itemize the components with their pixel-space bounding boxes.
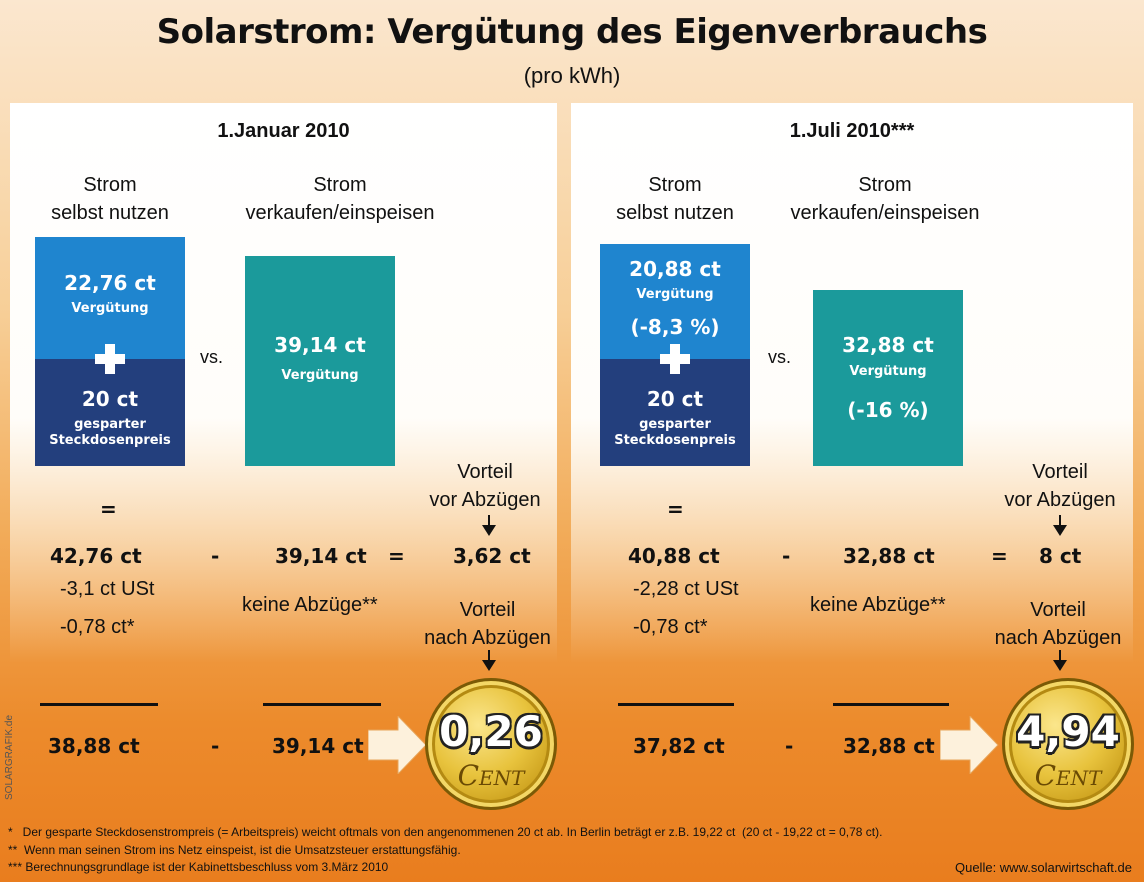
page-subtitle: (pro kWh): [523, 63, 621, 88]
net-sell: 39,14 ct: [272, 734, 364, 758]
no-deduction: keine Abzüge**: [242, 594, 378, 616]
divider: [618, 703, 734, 706]
footnote-3: *** Berechnungsgrundlage ist der Kabinet…: [8, 860, 389, 874]
sell-value: 39,14 ct: [275, 544, 367, 568]
versus-label: vs.: [200, 347, 224, 367]
saved-price-label: gesparter: [639, 417, 711, 432]
equals-sign: =: [388, 544, 405, 568]
self-use-box: 20,88 ct Vergütung (-8,3 %): [600, 244, 750, 359]
column-head-line: Strom: [83, 174, 137, 196]
minus-sign: -: [211, 734, 220, 758]
column-head-self: Strom selbst nutzen: [15, 171, 205, 227]
advantage-after-label: Vorteil nach Abzügen: [972, 596, 1144, 652]
deduction-saved: -0,78 ct*: [633, 616, 708, 638]
self-use-amount: 20,88 ct: [629, 257, 721, 281]
deduction-vat: -3,1 ct USt: [60, 578, 155, 600]
panel-date: 1.Januar 2010: [217, 120, 350, 142]
sell-value: 32,88 ct: [843, 544, 935, 568]
source-credit: Quelle: www.solarwirtschaft.de: [954, 860, 1132, 875]
column-head-line: Strom: [648, 174, 702, 196]
column-head-self: Strom selbst nutzen: [580, 171, 770, 227]
saved-price-amount: 20 ct: [646, 387, 704, 411]
saved-price-label: Steckdosenpreis: [614, 433, 736, 448]
minus-sign: -: [211, 544, 220, 568]
sell-box: 39,14 ct Vergütung: [245, 256, 395, 466]
column-head-line: Strom: [858, 174, 912, 196]
result-arrow-icon: [368, 716, 427, 774]
self-use-box: 22,76 ct Vergütung: [35, 237, 185, 359]
divider: [40, 703, 158, 706]
footnote-1: * Der gesparte Steckdosenstrompreis (= A…: [8, 825, 883, 839]
divider: [263, 703, 381, 706]
saved-price-label: gesparter: [74, 417, 146, 432]
sell-change: (-16 %): [847, 398, 929, 422]
sell-amount: 32,88 ct: [842, 333, 934, 357]
column-head-line: selbst nutzen: [616, 202, 734, 224]
self-use-change: (-8,3 %): [630, 315, 720, 339]
self-use-label: Vergütung: [71, 301, 149, 316]
plus-icon: [95, 344, 125, 374]
label-line: Vorteil: [1030, 599, 1086, 621]
equals-sign: =: [991, 544, 1008, 568]
column-head-line: selbst nutzen: [51, 202, 169, 224]
label-line: nach Abzügen: [994, 627, 1122, 649]
saved-price-box: 20 ct gesparter Steckdosenpreis: [35, 359, 185, 466]
total-self: 42,76 ct: [50, 544, 142, 568]
deduction-vat: -2,28 ct USt: [633, 578, 739, 600]
advantage-before: 8 ct: [1039, 544, 1082, 568]
net-self: 38,88 ct: [48, 734, 140, 758]
minus-sign: -: [782, 544, 791, 568]
column-head-sell: Strom verkaufen/einspeisen: [225, 171, 455, 227]
saved-price-box: 20 ct gesparter Steckdosenpreis: [600, 359, 750, 466]
coin-result: 0,26 Cent: [425, 678, 557, 810]
label-line: Vorteil: [457, 461, 513, 483]
label-line: nach Abzügen: [424, 627, 551, 649]
self-use-amount: 22,76 ct: [64, 271, 156, 295]
footnote-2: ** Wenn man seinen Strom ins Netz einspe…: [8, 843, 461, 857]
coin-value: 0,26: [439, 707, 543, 756]
saved-price-label: Steckdosenpreis: [49, 433, 171, 448]
no-deduction: keine Abzüge**: [810, 594, 946, 616]
advantage-before-label: Vorteil vor Abzügen: [985, 458, 1135, 514]
versus-label: vs.: [768, 347, 792, 367]
coin-unit: Cent: [1034, 759, 1102, 792]
column-head-sell: Strom verkaufen/einspeisen: [770, 171, 1000, 227]
equals-sign: =: [100, 497, 117, 521]
advantage-before: 3,62 ct: [453, 544, 531, 568]
equals-sign: =: [667, 497, 684, 521]
advantage-after-label: Vorteil nach Abzügen: [400, 596, 575, 652]
coin-value: 4,94: [1016, 707, 1120, 756]
saved-price-amount: 20 ct: [81, 387, 139, 411]
label-line: Vorteil: [1032, 461, 1088, 483]
column-head-line: Strom: [313, 174, 367, 196]
net-self: 37,82 ct: [633, 734, 725, 758]
divider: [833, 703, 949, 706]
column-head-line: verkaufen/einspeisen: [245, 202, 435, 224]
page-title: Solarstrom: Vergütung des Eigenverbrauch…: [156, 12, 988, 52]
sell-amount: 39,14 ct: [274, 333, 366, 357]
sell-box: 32,88 ct Vergütung (-16 %): [813, 290, 963, 466]
label-line: vor Abzügen: [1004, 489, 1116, 511]
column-head-line: verkaufen/einspeisen: [790, 202, 980, 224]
result-arrow-icon: [940, 716, 999, 774]
sell-label: Vergütung: [281, 368, 359, 383]
sell-label: Vergütung: [849, 364, 927, 379]
self-use-label: Vergütung: [636, 287, 714, 302]
advantage-before-label: Vorteil vor Abzügen: [410, 458, 560, 514]
total-self: 40,88 ct: [628, 544, 720, 568]
label-line: vor Abzügen: [429, 489, 541, 511]
coin-unit: Cent: [457, 759, 525, 792]
net-sell: 32,88 ct: [843, 734, 935, 758]
label-line: Vorteil: [459, 599, 516, 621]
minus-sign: -: [785, 734, 794, 758]
deduction-saved: -0,78 ct*: [60, 616, 135, 638]
plus-icon: [660, 344, 690, 374]
panel-date: 1.Juli 2010***: [789, 120, 915, 142]
coin-result: 4,94 Cent: [1002, 678, 1134, 810]
